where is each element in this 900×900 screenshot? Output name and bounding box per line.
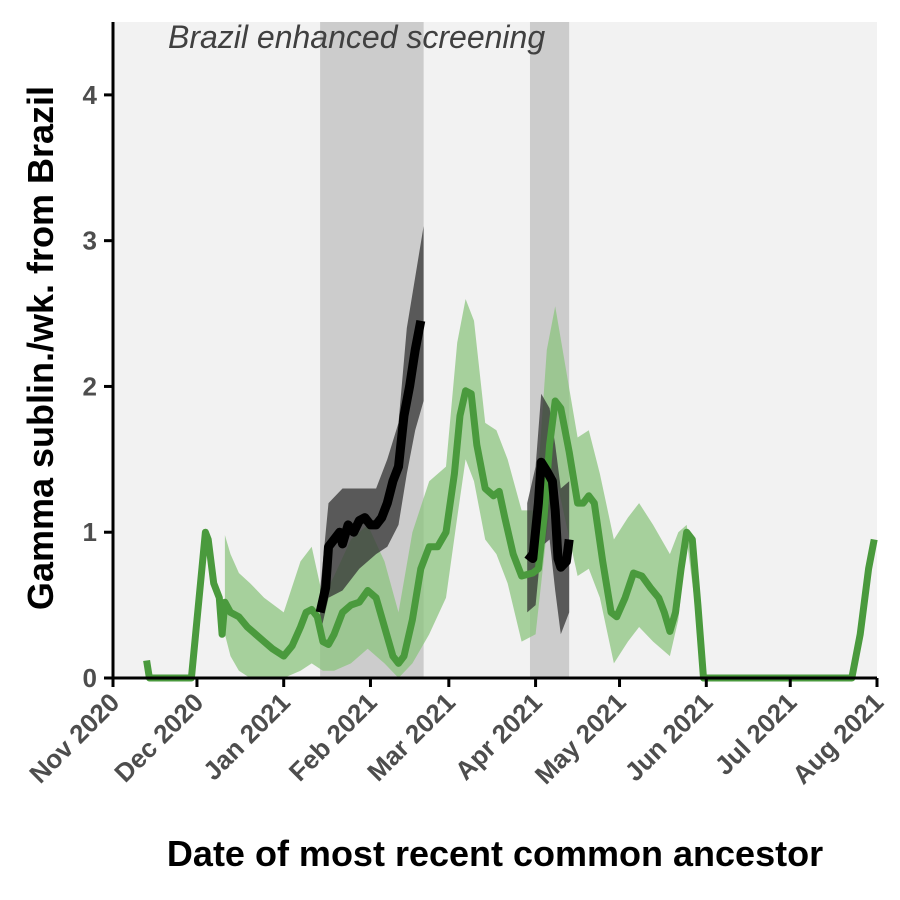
panel-background [113, 22, 877, 678]
y-tick-label: 4 [83, 80, 98, 110]
confidence-band-2-2 [527, 393, 570, 635]
y-tick-label: 2 [83, 371, 97, 401]
y-tick-label: 3 [83, 226, 97, 256]
series-line-2-2 [524, 457, 574, 572]
series-line-1-1 [143, 387, 878, 682]
y-tick-label: 0 [83, 663, 97, 693]
x-tick-label: Jan 2021 [197, 687, 296, 786]
x-axis-title: Date of most recent common ancestor [167, 833, 823, 874]
y-axis-ticks: 0 1 2 3 4 [83, 80, 113, 693]
x-tick-label: Jun 2021 [619, 687, 719, 787]
series-line-2-1 [315, 319, 426, 614]
x-tick-label: Nov 2020 [23, 687, 125, 789]
y-axis-title: Gamma sublin./wk. from Brazil [20, 86, 61, 610]
x-tick-label: Aug 2021 [786, 687, 889, 790]
x-tick-label: Dec 2020 [108, 687, 209, 788]
chart-annotation: Brazil enhanced screening [168, 19, 545, 55]
series-lines [143, 319, 878, 682]
x-tick-label: May 2021 [529, 687, 632, 790]
y-tick-label: 1 [83, 517, 97, 547]
